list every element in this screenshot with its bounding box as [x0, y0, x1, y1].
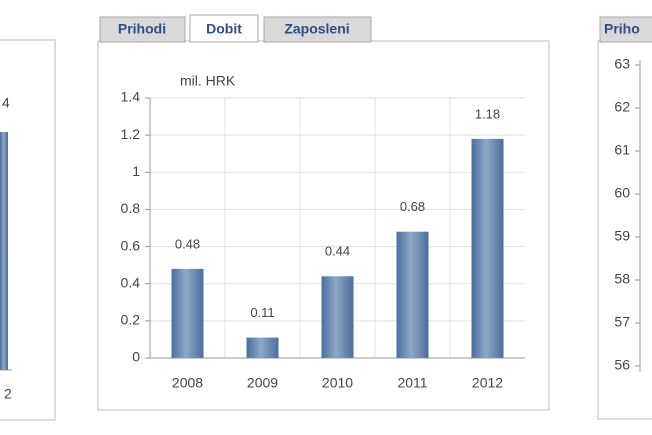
y-tick-label: 0.8 — [121, 200, 141, 216]
left-bar — [0, 132, 8, 370]
right-plot: 63 62 61 60 59 58 57 56 — [614, 56, 641, 373]
right-y-tick-label: 63 — [614, 56, 630, 72]
right-y-tick-label: 56 — [614, 357, 630, 373]
x-tick-label: 2010 — [322, 375, 353, 391]
left-panel — [0, 39, 56, 421]
y-tick-label: 0.2 — [121, 312, 141, 328]
tab-label[interactable]: Prihodi — [118, 21, 166, 37]
tab-box[interactable] — [99, 16, 186, 43]
x-tick-label: 2009 — [247, 375, 278, 391]
y-tick-label: 1.4 — [121, 89, 141, 105]
value-label: 0.68 — [400, 199, 425, 214]
x-tick-label: 2011 — [397, 375, 427, 391]
right-y-tick-label: 59 — [614, 228, 630, 244]
tab[interactable]: Dobit — [189, 14, 259, 43]
y-tick-label: 0.6 — [121, 237, 141, 253]
y-tick-label: 1.2 — [121, 126, 141, 142]
tab-box[interactable] — [189, 14, 259, 43]
tab[interactable]: Zaposleni — [263, 16, 372, 43]
value-label: 1.18 — [475, 106, 500, 121]
tab[interactable]: Priho — [599, 16, 652, 43]
plot: 0 0.2 0.4 0.6 0.8 1 1.2 1.4 2008 0.48 2009 0.11 2010… — [121, 89, 525, 391]
tab[interactable]: Prihodi — [99, 16, 186, 43]
right-panel — [597, 40, 652, 420]
y-tick-label: 0 — [132, 349, 140, 365]
bar — [321, 276, 354, 358]
right-y-tick-label: 62 — [614, 99, 630, 115]
y-axis-label: mil. HRK — [180, 73, 236, 89]
tab-label[interactable]: Zaposleni — [284, 21, 349, 37]
tab-label[interactable]: Dobit — [206, 21, 242, 37]
y-tick-label: 0.4 — [121, 274, 141, 290]
right-y-tick-label: 58 — [614, 271, 630, 287]
right-y-tick-label: 61 — [614, 142, 630, 158]
tab-label[interactable]: Priho — [604, 21, 640, 37]
tab-box[interactable] — [599, 16, 652, 43]
x-tick-label: 2012 — [472, 375, 503, 391]
bar — [171, 268, 204, 358]
right-y-tick-label: 60 — [614, 185, 630, 201]
bar — [396, 231, 429, 358]
y-tick-label: 1 — [132, 163, 140, 179]
right-y-tick-label: 57 — [614, 314, 630, 330]
left-text: 4 — [2, 95, 10, 111]
value-label: 0.48 — [175, 236, 200, 251]
value-label: 0.44 — [325, 244, 350, 259]
bar — [471, 138, 504, 358]
bar — [246, 337, 279, 358]
tab-box[interactable] — [263, 16, 372, 43]
left-text: 2 — [4, 386, 12, 402]
x-tick-label: 2008 — [172, 375, 203, 391]
value-label: 0.11 — [250, 305, 274, 320]
